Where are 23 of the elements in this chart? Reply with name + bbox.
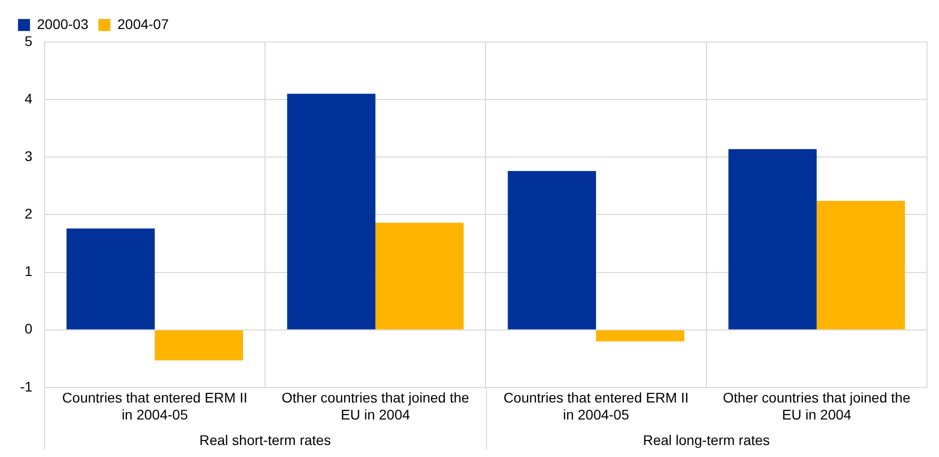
- y-tick-label: 2: [24, 206, 33, 222]
- legend-label: 2000-03: [37, 16, 89, 32]
- legend-label: 2004-07: [117, 16, 169, 32]
- bar: [596, 330, 684, 342]
- x-tick-label: Other countries that joined the EU in 2004: [722, 390, 911, 422]
- bar: [728, 149, 817, 330]
- bar: [66, 228, 155, 330]
- y-tick-label: 1: [24, 263, 33, 280]
- y-tick-label: 3: [24, 148, 33, 164]
- bar: [287, 94, 376, 330]
- x-tick-label: Countries that entered ERM II in 2004-05: [62, 390, 248, 422]
- y-tick-label: 5: [24, 32, 33, 49]
- text: Real long-term rates: [642, 432, 770, 448]
- x-tick-label: Countries that entered ERM II in 2004-05: [503, 390, 689, 422]
- bar: [154, 330, 244, 360]
- y-tick-label: 4: [24, 90, 33, 106]
- y-tick-label: -1: [20, 378, 33, 394]
- x-tick-label: Other countries that joined the EU in 2004: [282, 390, 470, 422]
- y-tick-label: 0: [24, 320, 33, 337]
- bar: [375, 222, 464, 330]
- bar: [508, 170, 596, 330]
- bar: [816, 200, 905, 330]
- text: Real short-term rates: [199, 432, 331, 448]
